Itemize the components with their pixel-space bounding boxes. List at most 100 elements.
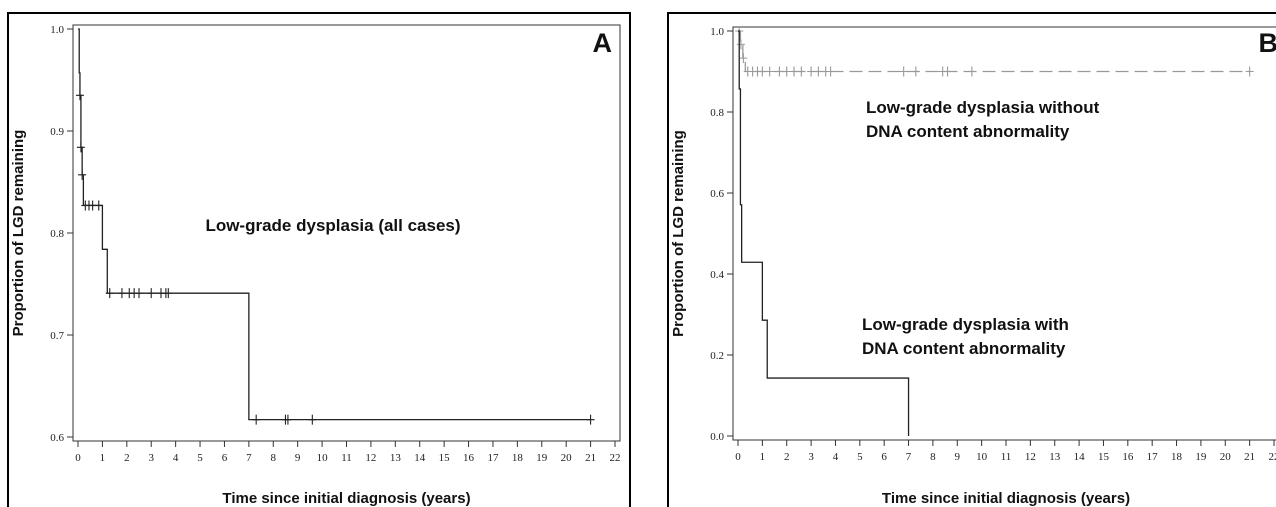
censor-mark xyxy=(1245,66,1254,77)
x-tick-label: 8 xyxy=(930,451,936,463)
censor-mark xyxy=(899,66,908,77)
survival-curve xyxy=(738,30,1250,73)
x-tick-label: 19 xyxy=(1195,451,1207,463)
x-tick-label: 11 xyxy=(1001,451,1012,463)
x-tick-label: 2 xyxy=(124,452,130,464)
x-tick-label: 9 xyxy=(295,452,301,464)
x-tick-label: 5 xyxy=(857,451,863,463)
x-tick-label: 0 xyxy=(75,452,81,464)
x-tick-label: 19 xyxy=(536,452,548,464)
panel-letter: A xyxy=(593,28,613,58)
censor-mark xyxy=(943,66,952,77)
series-1: Low-grade dysplasia (all cases) xyxy=(75,28,595,425)
x-tick-label: 7 xyxy=(246,452,252,464)
x-tick-label: 22 xyxy=(610,452,621,464)
series-annotation: Low-grade dysplasia (all cases) xyxy=(205,216,460,235)
x-tick-label: 10 xyxy=(317,452,329,464)
series-annotation: Low-grade dysplasia without xyxy=(866,98,1100,117)
censor-mark xyxy=(586,414,595,425)
censor-mark xyxy=(739,53,748,64)
censor-mark xyxy=(252,414,261,425)
x-tick-label: 1 xyxy=(760,451,766,463)
censor-mark xyxy=(117,288,126,299)
y-tick-label: 0.6 xyxy=(710,188,724,200)
x-tick-label: 12 xyxy=(365,452,376,464)
x-tick-label: 20 xyxy=(1220,451,1232,463)
y-tick-label: 1.0 xyxy=(50,24,64,36)
x-tick-label: 21 xyxy=(585,452,596,464)
x-tick-label: 15 xyxy=(1098,451,1110,463)
y-tick-label: 1.0 xyxy=(710,26,724,38)
x-tick-label: 20 xyxy=(561,452,573,464)
censor-mark xyxy=(283,414,292,425)
x-tick-label: 16 xyxy=(463,452,475,464)
x-tick-label: 18 xyxy=(512,452,524,464)
censor-mark xyxy=(105,288,114,299)
censor-mark xyxy=(736,39,745,50)
x-tick-label: 8 xyxy=(271,452,277,464)
chart-panel-b: 0123456789101112131415161718192021220.00… xyxy=(667,12,1276,507)
x-tick-label: 0 xyxy=(735,451,741,463)
y-tick-label: 0.4 xyxy=(710,269,724,281)
y-tick-label: 0.7 xyxy=(50,330,64,342)
x-tick-label: 7 xyxy=(906,451,912,463)
x-tick-label: 4 xyxy=(833,451,839,463)
censor-mark xyxy=(775,66,784,77)
panel-border xyxy=(667,12,1276,507)
x-tick-label: 5 xyxy=(197,452,203,464)
series-2: Low-grade dysplasia with DNA content abno… xyxy=(738,30,1069,436)
censor-mark xyxy=(797,66,806,77)
x-tick-label: 22 xyxy=(1269,451,1276,463)
x-tick-label: 1 xyxy=(100,452,106,464)
x-tick-label: 18 xyxy=(1171,451,1183,463)
series-annotation: DNA content abnormality xyxy=(862,339,1066,358)
x-tick-label: 12 xyxy=(1025,451,1036,463)
censor-mark xyxy=(790,66,799,77)
x-tick-label: 16 xyxy=(1122,451,1134,463)
x-tick-label: 13 xyxy=(390,452,402,464)
x-tick-label: 9 xyxy=(955,451,961,463)
x-tick-label: 6 xyxy=(222,452,228,464)
censor-mark xyxy=(78,169,87,180)
x-tick-label: 21 xyxy=(1244,451,1255,463)
censor-mark xyxy=(147,288,156,299)
y-axis-label: Proportion of LGD remaining xyxy=(670,130,687,337)
y-tick-label: 0.8 xyxy=(710,107,724,119)
y-tick-label: 0.2 xyxy=(710,350,724,362)
x-tick-label: 14 xyxy=(414,452,426,464)
survival-curve xyxy=(738,30,910,436)
panel-border xyxy=(7,12,631,507)
censor-mark xyxy=(75,90,84,101)
x-tick-label: 17 xyxy=(1147,451,1159,463)
series-annotation: DNA content abnormality xyxy=(866,122,1070,141)
x-tick-label: 2 xyxy=(784,451,790,463)
chart-panel-a: 0 1 2 3 4 5 6 7 8 9 10 11 12 13 14 15 16 17 18 19 20 21 220.60… xyxy=(7,12,631,507)
censor-mark xyxy=(826,66,835,77)
series-annotation: Low-grade dysplasia with xyxy=(862,315,1069,334)
x-tick-label: 15 xyxy=(439,452,451,464)
censor-mark xyxy=(911,66,920,77)
censor-mark xyxy=(164,288,173,299)
censor-mark xyxy=(94,200,103,211)
y-tick-label: 0.8 xyxy=(50,228,64,240)
censor-mark xyxy=(758,66,767,77)
censor-mark xyxy=(782,66,791,77)
censor-mark xyxy=(135,288,144,299)
x-tick-label: 3 xyxy=(808,451,814,463)
y-tick-label: 0.6 xyxy=(50,432,64,444)
x-axis-label: Time since initial diagnosis (years) xyxy=(222,490,470,507)
x-tick-label: 10 xyxy=(976,451,988,463)
y-tick-label: 0.0 xyxy=(710,431,724,443)
series-1: Low-grade dysplasia without DNA content a… xyxy=(735,26,1254,141)
y-tick-label: 0.9 xyxy=(50,126,64,138)
censor-mark xyxy=(967,66,976,77)
censor-mark xyxy=(807,66,816,77)
x-tick-label: 4 xyxy=(173,452,179,464)
y-axis-label: Proportion of LGD remaining xyxy=(10,130,27,337)
x-tick-label: 13 xyxy=(1049,451,1061,463)
panel-letter: B xyxy=(1259,28,1276,58)
x-tick-label: 14 xyxy=(1074,451,1086,463)
censor-mark xyxy=(814,66,823,77)
censor-mark xyxy=(765,66,774,77)
